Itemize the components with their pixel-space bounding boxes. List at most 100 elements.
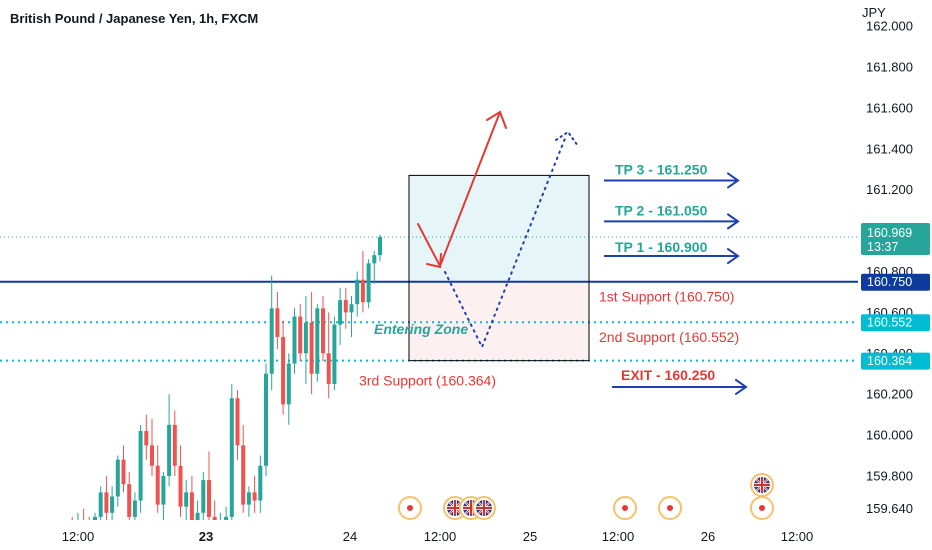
candle[interactable] xyxy=(378,234,382,262)
price-tick-label: 162.000 xyxy=(866,19,913,34)
price-badge[interactable]: 160.750 xyxy=(861,273,930,291)
price-tick-label: 160.200 xyxy=(866,387,913,402)
price-badge[interactable]: 160.552 xyxy=(861,314,930,332)
price-tick-label: 159.640 xyxy=(866,501,913,516)
arrowhead xyxy=(727,248,740,265)
annotation-label[interactable]: EXIT - 160.250 xyxy=(621,367,715,383)
candle[interactable] xyxy=(178,445,183,517)
candle[interactable] xyxy=(93,512,97,538)
candle[interactable] xyxy=(184,480,189,523)
time-tick-label: 25 xyxy=(523,529,537,544)
uk-flag-icon[interactable] xyxy=(750,473,774,497)
candle[interactable] xyxy=(269,275,274,391)
candle[interactable] xyxy=(321,296,325,362)
economic-event-icon[interactable] xyxy=(658,496,682,520)
price-tick-label: 161.400 xyxy=(866,141,913,156)
candle[interactable] xyxy=(229,383,234,523)
price-tick-label: 160.000 xyxy=(866,428,913,443)
candle[interactable] xyxy=(303,296,308,384)
candle[interactable] xyxy=(218,512,222,538)
candle[interactable] xyxy=(167,394,172,487)
target-arrowhead xyxy=(486,110,507,129)
candle[interactable] xyxy=(98,486,103,527)
annotation-label[interactable]: 1st Support (160.750) xyxy=(599,289,734,305)
candle[interactable] xyxy=(172,410,177,476)
candle[interactable] xyxy=(121,445,126,493)
candlestick-series xyxy=(71,234,382,538)
annotation-label[interactable]: TP 2 - 161.050 xyxy=(615,202,708,218)
candle[interactable] xyxy=(252,476,257,513)
time-tick-label: 23 xyxy=(199,529,213,544)
candle[interactable] xyxy=(298,304,303,362)
candle[interactable] xyxy=(332,316,337,391)
economic-event-icon[interactable] xyxy=(398,496,422,520)
candle[interactable] xyxy=(82,508,86,534)
candle[interactable] xyxy=(207,451,211,527)
candle[interactable] xyxy=(360,251,365,313)
price-tick-label: 161.800 xyxy=(866,60,913,75)
candle[interactable] xyxy=(132,492,137,533)
candle[interactable] xyxy=(281,320,286,415)
time-tick-label: 12:00 xyxy=(781,529,814,544)
candle[interactable] xyxy=(235,390,240,460)
level-price-value: 160.750 xyxy=(867,275,912,289)
stop-loss-zone[interactable] xyxy=(409,281,589,361)
candle[interactable] xyxy=(195,500,200,538)
time-axis[interactable]: 12:00 23 24 12:00 25 12:00 26 12:00 xyxy=(0,520,858,550)
candle[interactable] xyxy=(155,445,160,513)
chart-title: British Pound / Japanese Yen, 1h, FXCM xyxy=(10,11,258,26)
candle[interactable] xyxy=(372,251,377,284)
candle[interactable] xyxy=(264,363,268,476)
annotation-label[interactable]: 3rd Support (160.364) xyxy=(359,373,496,389)
uk-flag-icon[interactable] xyxy=(472,496,496,520)
candle[interactable] xyxy=(258,455,263,513)
annotation-label[interactable]: Entering Zone xyxy=(374,321,468,337)
candle[interactable] xyxy=(241,424,246,513)
annotation-label[interactable]: TP 3 - 161.250 xyxy=(615,161,708,177)
arrowhead xyxy=(727,213,740,230)
annotation-label[interactable]: 2nd Support (160.552) xyxy=(599,329,739,345)
trade-drawings[interactable] xyxy=(417,110,579,350)
economic-event-icon[interactable] xyxy=(613,496,637,520)
candle[interactable] xyxy=(161,471,166,521)
level-price-value: 160.364 xyxy=(867,354,912,368)
price-axis[interactable]: JPY 162.000 161.800 161.600 161.400 161.200 1… xyxy=(858,0,932,550)
candle[interactable] xyxy=(349,296,354,337)
candle[interactable] xyxy=(246,486,251,517)
candle[interactable] xyxy=(315,304,320,382)
position-box-outline[interactable] xyxy=(408,174,590,362)
candle[interactable] xyxy=(309,291,314,395)
candle[interactable] xyxy=(224,506,229,534)
economic-event-icon[interactable] xyxy=(750,496,774,520)
candle[interactable] xyxy=(292,308,297,374)
price-badge[interactable]: 160.364 xyxy=(861,352,930,370)
time-tick-label: 12:00 xyxy=(62,529,95,544)
candle[interactable] xyxy=(275,291,280,350)
pullback-arrowhead xyxy=(426,253,442,269)
candle[interactable] xyxy=(326,312,331,399)
price-axis-unit: JPY xyxy=(862,5,886,20)
price-tick-label: 161.200 xyxy=(866,182,913,197)
candle[interactable] xyxy=(115,455,120,507)
candle[interactable] xyxy=(286,353,291,425)
candle[interactable] xyxy=(355,271,360,317)
candle[interactable] xyxy=(366,259,371,309)
candle[interactable] xyxy=(338,287,343,346)
candle[interactable] xyxy=(343,287,348,329)
candle[interactable] xyxy=(144,414,149,460)
candle[interactable] xyxy=(150,418,154,476)
annotation-label[interactable]: TP 1 - 160.900 xyxy=(615,239,708,255)
candle[interactable] xyxy=(201,471,206,521)
candle[interactable] xyxy=(189,476,194,533)
candle[interactable] xyxy=(76,512,80,538)
candle[interactable] xyxy=(212,500,217,538)
bar-countdown: 13:37 xyxy=(867,240,898,254)
candle[interactable] xyxy=(127,471,132,527)
candle[interactable] xyxy=(138,424,143,513)
candle[interactable] xyxy=(104,476,109,521)
alternative-dotted-path[interactable] xyxy=(444,135,567,350)
candle[interactable] xyxy=(110,486,115,527)
economic-events-row xyxy=(398,473,774,520)
